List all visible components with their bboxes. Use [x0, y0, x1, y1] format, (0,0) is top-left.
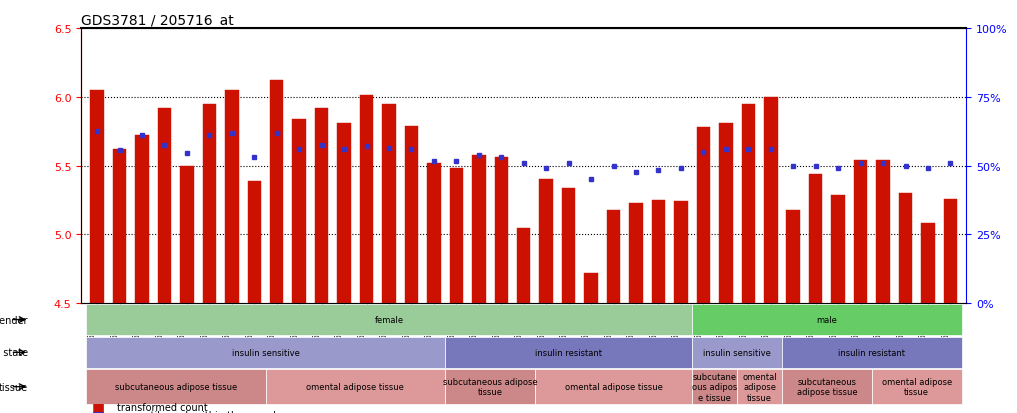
Text: ■: ■ — [92, 408, 105, 413]
Bar — [494, 158, 508, 304]
Bar — [202, 104, 216, 304]
Bar — [652, 201, 665, 304]
FancyBboxPatch shape — [782, 337, 962, 368]
Bar — [315, 109, 328, 304]
Bar — [562, 188, 576, 304]
Bar — [225, 91, 239, 304]
Bar — [585, 273, 598, 304]
Bar — [113, 150, 126, 304]
Text: omental adipose tissue: omental adipose tissue — [306, 382, 405, 391]
Bar — [135, 136, 148, 304]
FancyBboxPatch shape — [872, 369, 962, 404]
FancyBboxPatch shape — [85, 304, 693, 335]
Text: omental adipose
tissue: omental adipose tissue — [882, 377, 952, 396]
FancyBboxPatch shape — [693, 304, 962, 335]
FancyBboxPatch shape — [265, 369, 445, 404]
Text: omental adipose tissue: omental adipose tissue — [564, 382, 662, 391]
Bar — [382, 104, 396, 304]
Text: gender: gender — [0, 315, 28, 325]
FancyBboxPatch shape — [85, 369, 265, 404]
Text: insulin resistant: insulin resistant — [535, 348, 602, 357]
Text: insulin sensitive: insulin sensitive — [703, 348, 771, 357]
Text: percentile rank within the sample: percentile rank within the sample — [117, 410, 282, 413]
FancyBboxPatch shape — [445, 337, 693, 368]
Text: subcutane
ous adipos
e tissue: subcutane ous adipos e tissue — [692, 372, 737, 401]
Bar — [405, 126, 418, 304]
FancyBboxPatch shape — [535, 369, 693, 404]
Bar — [697, 128, 710, 304]
Text: insulin resistant: insulin resistant — [838, 348, 905, 357]
Bar — [921, 224, 935, 304]
Bar — [944, 199, 957, 304]
Bar — [832, 195, 845, 304]
Bar — [450, 169, 463, 304]
Text: disease state: disease state — [0, 347, 28, 357]
Text: GDS3781 / 205716_at: GDS3781 / 205716_at — [81, 14, 234, 28]
Text: ■: ■ — [92, 400, 105, 413]
Bar — [764, 97, 778, 304]
Text: omental
adipose
tissue: omental adipose tissue — [742, 372, 777, 401]
Bar — [517, 228, 531, 304]
FancyBboxPatch shape — [693, 369, 737, 404]
Bar — [293, 119, 306, 304]
Bar — [338, 123, 351, 304]
Text: tissue: tissue — [0, 382, 28, 392]
FancyBboxPatch shape — [737, 369, 782, 404]
Bar — [91, 91, 104, 304]
Text: subcutaneous
adipose tissue: subcutaneous adipose tissue — [796, 377, 857, 396]
Text: insulin sensitive: insulin sensitive — [232, 348, 299, 357]
Bar — [786, 210, 800, 304]
Bar — [719, 123, 732, 304]
FancyBboxPatch shape — [782, 369, 872, 404]
Bar — [630, 203, 643, 304]
Bar — [877, 161, 890, 304]
Bar — [899, 194, 912, 304]
Bar — [158, 109, 171, 304]
FancyBboxPatch shape — [693, 337, 782, 368]
FancyBboxPatch shape — [445, 369, 535, 404]
Bar — [270, 81, 284, 304]
Bar — [741, 104, 755, 304]
Bar — [472, 155, 485, 304]
Text: subcutaneous adipose tissue: subcutaneous adipose tissue — [115, 382, 237, 391]
Text: female: female — [374, 315, 404, 324]
Bar — [854, 161, 868, 304]
Bar — [674, 202, 687, 304]
Bar — [539, 180, 553, 304]
Bar — [247, 181, 261, 304]
Bar — [809, 174, 823, 304]
Text: male: male — [817, 315, 837, 324]
Bar — [180, 166, 193, 304]
Text: subcutaneous adipose
tissue: subcutaneous adipose tissue — [442, 377, 537, 396]
FancyBboxPatch shape — [85, 337, 445, 368]
Bar — [427, 164, 440, 304]
Text: transformed count: transformed count — [117, 402, 207, 412]
Bar — [607, 210, 620, 304]
Bar — [360, 96, 373, 304]
